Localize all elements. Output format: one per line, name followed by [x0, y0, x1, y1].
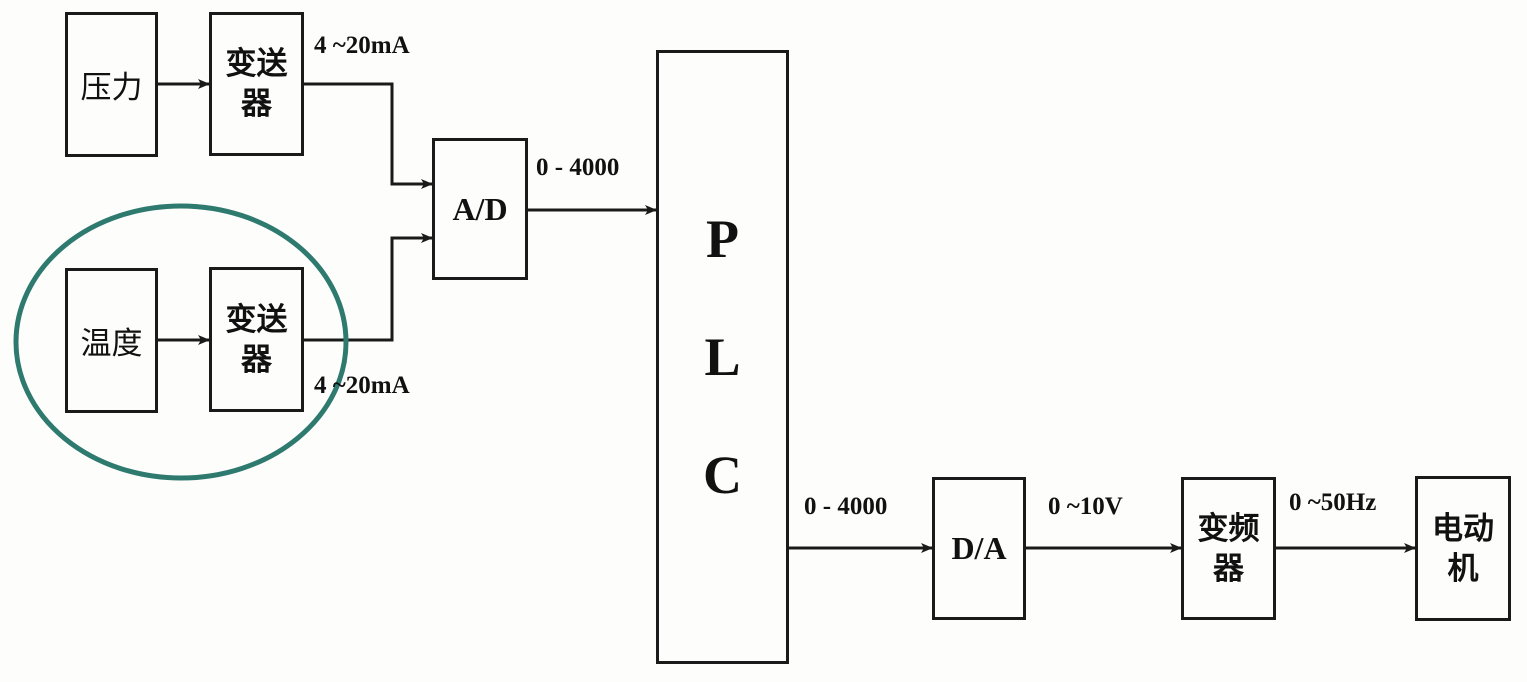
ad-converter-block: A/D [432, 138, 528, 280]
arrow-temperature-transmitter-to-ad [303, 233, 433, 342]
pressure-signal-label: 4 ~20mA [314, 32, 410, 59]
plc-letter-p: P [706, 209, 739, 269]
plc-block: P L C [656, 50, 789, 664]
inverter-block: 变频器 [1181, 477, 1276, 620]
pressure-transmitter-block: 变送器 [209, 12, 304, 156]
da-converter-block: D/A [932, 477, 1026, 620]
plc-letter-c: C [703, 445, 742, 505]
da-converter-label: D/A [951, 530, 1007, 566]
plc-output-label: 0 - 4000 [804, 493, 888, 520]
temperature-transmitter-label: 变送器 [225, 301, 288, 378]
inverter-output-label: 0 ~50Hz [1289, 489, 1377, 516]
ad-output-label: 0 - 4000 [536, 154, 620, 181]
ad-converter-label: A/D [452, 190, 508, 227]
pressure-block: 压力 [65, 12, 158, 157]
inverter-label: 变频器 [1197, 510, 1260, 587]
plc-letter-l: L [704, 327, 741, 387]
temperature-block: 温度 [65, 268, 158, 413]
pressure-transmitter-label: 变送器 [225, 46, 288, 122]
temperature-signal-label: 4 ~20mA [314, 372, 410, 399]
motor-label: 电动机 [1432, 510, 1494, 587]
motor-block: 电动机 [1415, 476, 1511, 621]
arrow-pressure-transmitter-to-ad [303, 82, 433, 189]
temperature-label: 温度 [80, 326, 143, 362]
highlight-circle [13, 203, 349, 481]
da-output-label: 0 ~10V [1048, 493, 1123, 520]
pressure-label: 压力 [80, 70, 143, 106]
temperature-transmitter-block: 变送器 [209, 267, 304, 412]
